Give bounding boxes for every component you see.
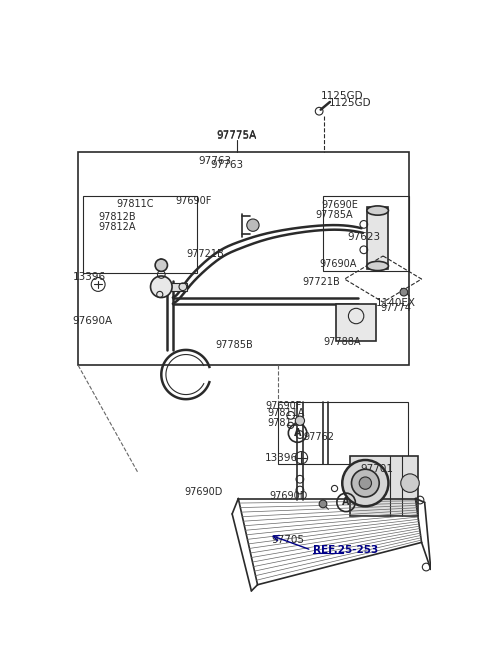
Ellipse shape (367, 261, 388, 271)
Text: 97690F: 97690F (265, 401, 301, 411)
Text: 97690D: 97690D (184, 487, 223, 497)
Circle shape (295, 416, 304, 425)
Text: 97811C: 97811C (117, 200, 154, 209)
Bar (367, 208, 388, 269)
Text: 1125GD: 1125GD (328, 98, 371, 109)
Circle shape (155, 259, 168, 271)
Text: 97785A: 97785A (315, 210, 353, 220)
Bar (170, 283, 188, 291)
Text: 97623: 97623 (348, 232, 381, 243)
Circle shape (400, 288, 408, 296)
Circle shape (151, 276, 172, 297)
Bar (336, 304, 376, 340)
Text: 97788A: 97788A (323, 337, 360, 347)
Text: 97690E: 97690E (322, 200, 359, 210)
Circle shape (247, 219, 259, 231)
Bar (278, 402, 408, 464)
Text: 1140EX: 1140EX (375, 298, 415, 308)
Circle shape (319, 500, 327, 508)
Text: 13396: 13396 (73, 272, 106, 282)
Text: 97812A: 97812A (267, 418, 305, 428)
Text: 97701: 97701 (360, 464, 393, 474)
Bar (83, 196, 197, 273)
Text: 97812B: 97812B (98, 212, 136, 222)
Text: 97690A: 97690A (319, 259, 357, 269)
Text: 13396: 13396 (265, 453, 299, 463)
Text: 97775A: 97775A (216, 131, 257, 141)
Circle shape (401, 474, 419, 492)
Text: 97762: 97762 (304, 432, 335, 442)
Text: 97774: 97774 (381, 303, 412, 312)
Bar (78, 152, 409, 365)
Bar (323, 196, 409, 271)
Text: 97690D: 97690D (269, 491, 308, 501)
Text: 97705: 97705 (271, 535, 304, 545)
Text: 97811A: 97811A (267, 408, 305, 418)
Circle shape (359, 477, 372, 489)
Text: 97690A: 97690A (73, 316, 113, 326)
Text: A: A (342, 497, 350, 507)
Text: A: A (294, 428, 301, 438)
Text: 97763: 97763 (199, 156, 232, 166)
Text: 97763: 97763 (210, 160, 243, 170)
Text: 97690F: 97690F (175, 196, 212, 206)
Circle shape (342, 460, 388, 507)
Text: 97785B: 97785B (215, 340, 253, 350)
Circle shape (351, 469, 379, 497)
Text: 97812A: 97812A (98, 222, 136, 232)
Text: 97775A: 97775A (216, 130, 257, 140)
Bar (350, 456, 418, 516)
Text: 97721B: 97721B (187, 249, 225, 259)
Text: REF.25-253: REF.25-253 (313, 545, 378, 555)
Text: 97721B: 97721B (302, 277, 340, 287)
Text: 1125GD: 1125GD (321, 91, 363, 100)
Ellipse shape (367, 206, 388, 215)
